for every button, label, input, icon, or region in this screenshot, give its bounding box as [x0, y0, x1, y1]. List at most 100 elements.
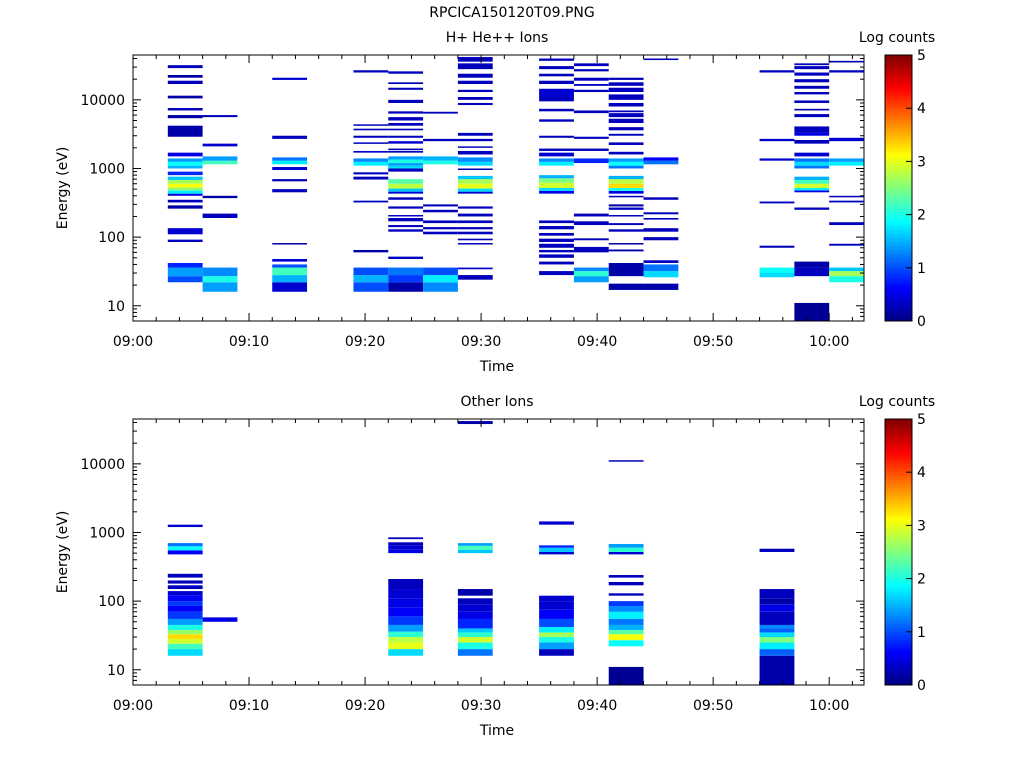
- colorbar-swatch: [885, 161, 912, 165]
- heatmap-cell: [272, 160, 308, 165]
- heatmap-cell: [643, 271, 679, 278]
- heatmap-cell: [608, 618, 644, 625]
- colorbar-swatch: [885, 442, 912, 447]
- heatmap-cell: [539, 521, 574, 525]
- colorbar-swatch: [885, 437, 912, 441]
- heatmap-cell: [167, 573, 203, 578]
- heatmap-cell: [539, 243, 574, 248]
- heatmap-cell: [388, 256, 424, 260]
- heatmap-cell: [167, 179, 203, 184]
- colorbar-swatch: [885, 315, 912, 319]
- heatmap-cell: [457, 649, 493, 656]
- colorbar-swatch: [885, 602, 912, 606]
- heatmap-cell: [539, 595, 574, 602]
- heatmap-cell: [759, 201, 795, 204]
- colorbar-swatch: [885, 661, 912, 665]
- heatmap-cell: [539, 649, 574, 656]
- heatmap-cell: [794, 126, 830, 133]
- heatmap-cell: [573, 89, 609, 93]
- colorbar-swatch: [885, 504, 912, 508]
- x-axis-label: Time: [479, 359, 514, 375]
- heatmap-cell: [202, 276, 238, 283]
- heatmap-cell: [388, 282, 424, 292]
- colorbar-swatch: [885, 100, 912, 104]
- heatmap-cell: [202, 143, 238, 147]
- heatmap-cell: [573, 110, 609, 114]
- colorbar-swatch: [885, 78, 912, 83]
- heatmap-cell: [539, 161, 574, 166]
- heatmap-cell: [457, 150, 493, 155]
- heatmap-cell: [608, 543, 644, 548]
- heatmap-cell: [539, 618, 574, 627]
- heatmap-cell: [608, 460, 644, 462]
- colorbar-tick-label: 2: [917, 208, 926, 224]
- heatmap-cell: [167, 80, 203, 85]
- colorbar-swatch: [885, 419, 912, 423]
- heatmap-cell: [573, 84, 609, 86]
- heatmap-cell: [539, 261, 574, 265]
- colorbar-swatch: [885, 305, 912, 309]
- panel-title: H+ He++ Ions: [446, 30, 549, 46]
- heatmap-cell: [457, 80, 493, 85]
- colorbar-swatch: [885, 581, 912, 585]
- y-axis-label: Energy (eV): [55, 147, 71, 230]
- heatmap-cell: [167, 158, 203, 162]
- heatmap-cell: [388, 545, 424, 550]
- heatmap-cell: [353, 135, 389, 138]
- heatmap-cell: [202, 267, 238, 277]
- heatmap-cell: [167, 580, 203, 584]
- heatmap-cell: [608, 82, 644, 86]
- heatmap-cell: [794, 267, 830, 277]
- x-tick-label: 09:30: [461, 334, 501, 350]
- heatmap-cell: [457, 89, 493, 93]
- colorbar-swatch: [885, 573, 912, 577]
- heatmap-cell: [608, 593, 644, 596]
- heatmap-cell: [539, 152, 574, 157]
- colorbar-swatch: [885, 512, 912, 516]
- colorbar-swatch: [885, 113, 912, 117]
- heatmap-cell: [759, 604, 795, 612]
- x-tick-label: 10:00: [809, 698, 849, 714]
- x-tick-label: 10:00: [809, 334, 849, 350]
- heatmap-cell: [457, 102, 493, 106]
- colorbar-swatch: [885, 464, 912, 468]
- heatmap-cell: [794, 161, 830, 166]
- colorbar-swatch: [885, 509, 912, 513]
- heatmap-cell: [167, 190, 203, 194]
- heatmap-cell: [423, 267, 458, 276]
- colorbar-frame: [884, 418, 913, 686]
- heatmap-cell: [457, 161, 493, 166]
- colorbar-swatch: [885, 108, 912, 112]
- heatmap-cell: [202, 160, 238, 165]
- colorbar-swatch: [885, 599, 912, 604]
- colorbar-swatch: [885, 578, 912, 582]
- colorbar-tick-label: 1: [917, 625, 926, 641]
- colorbar-swatch: [885, 679, 912, 683]
- heatmap-cell: [539, 88, 574, 97]
- colorbar-swatch: [885, 225, 912, 229]
- heatmap-cell: [573, 246, 609, 253]
- heatmap-cell: [167, 65, 203, 69]
- heatmap-cell: [388, 624, 424, 632]
- heatmap-cell: [794, 132, 830, 136]
- heatmap-cell: [794, 165, 830, 169]
- colorbar-swatch: [885, 249, 912, 253]
- heatmap-cell: [353, 124, 389, 126]
- colorbar-swatch: [885, 92, 912, 96]
- heatmap-cell: [759, 632, 795, 638]
- heatmap-cell: [167, 205, 203, 209]
- colorbar-swatch: [885, 227, 912, 232]
- heatmap-cell: [388, 191, 424, 194]
- heatmap-cell: [643, 228, 679, 232]
- colorbar-swatch: [885, 185, 912, 189]
- heatmap-cell: [353, 158, 389, 162]
- heatmap-cell: [608, 142, 644, 145]
- heatmap-cell: [167, 634, 203, 640]
- colorbar-swatch: [885, 233, 912, 237]
- colorbar-swatch: [885, 658, 912, 662]
- colorbar-swatch: [885, 209, 912, 213]
- heatmap-cell: [388, 616, 424, 625]
- heatmap-cell: [457, 138, 493, 142]
- colorbar-swatch: [885, 169, 912, 173]
- colorbar-swatch: [885, 243, 912, 248]
